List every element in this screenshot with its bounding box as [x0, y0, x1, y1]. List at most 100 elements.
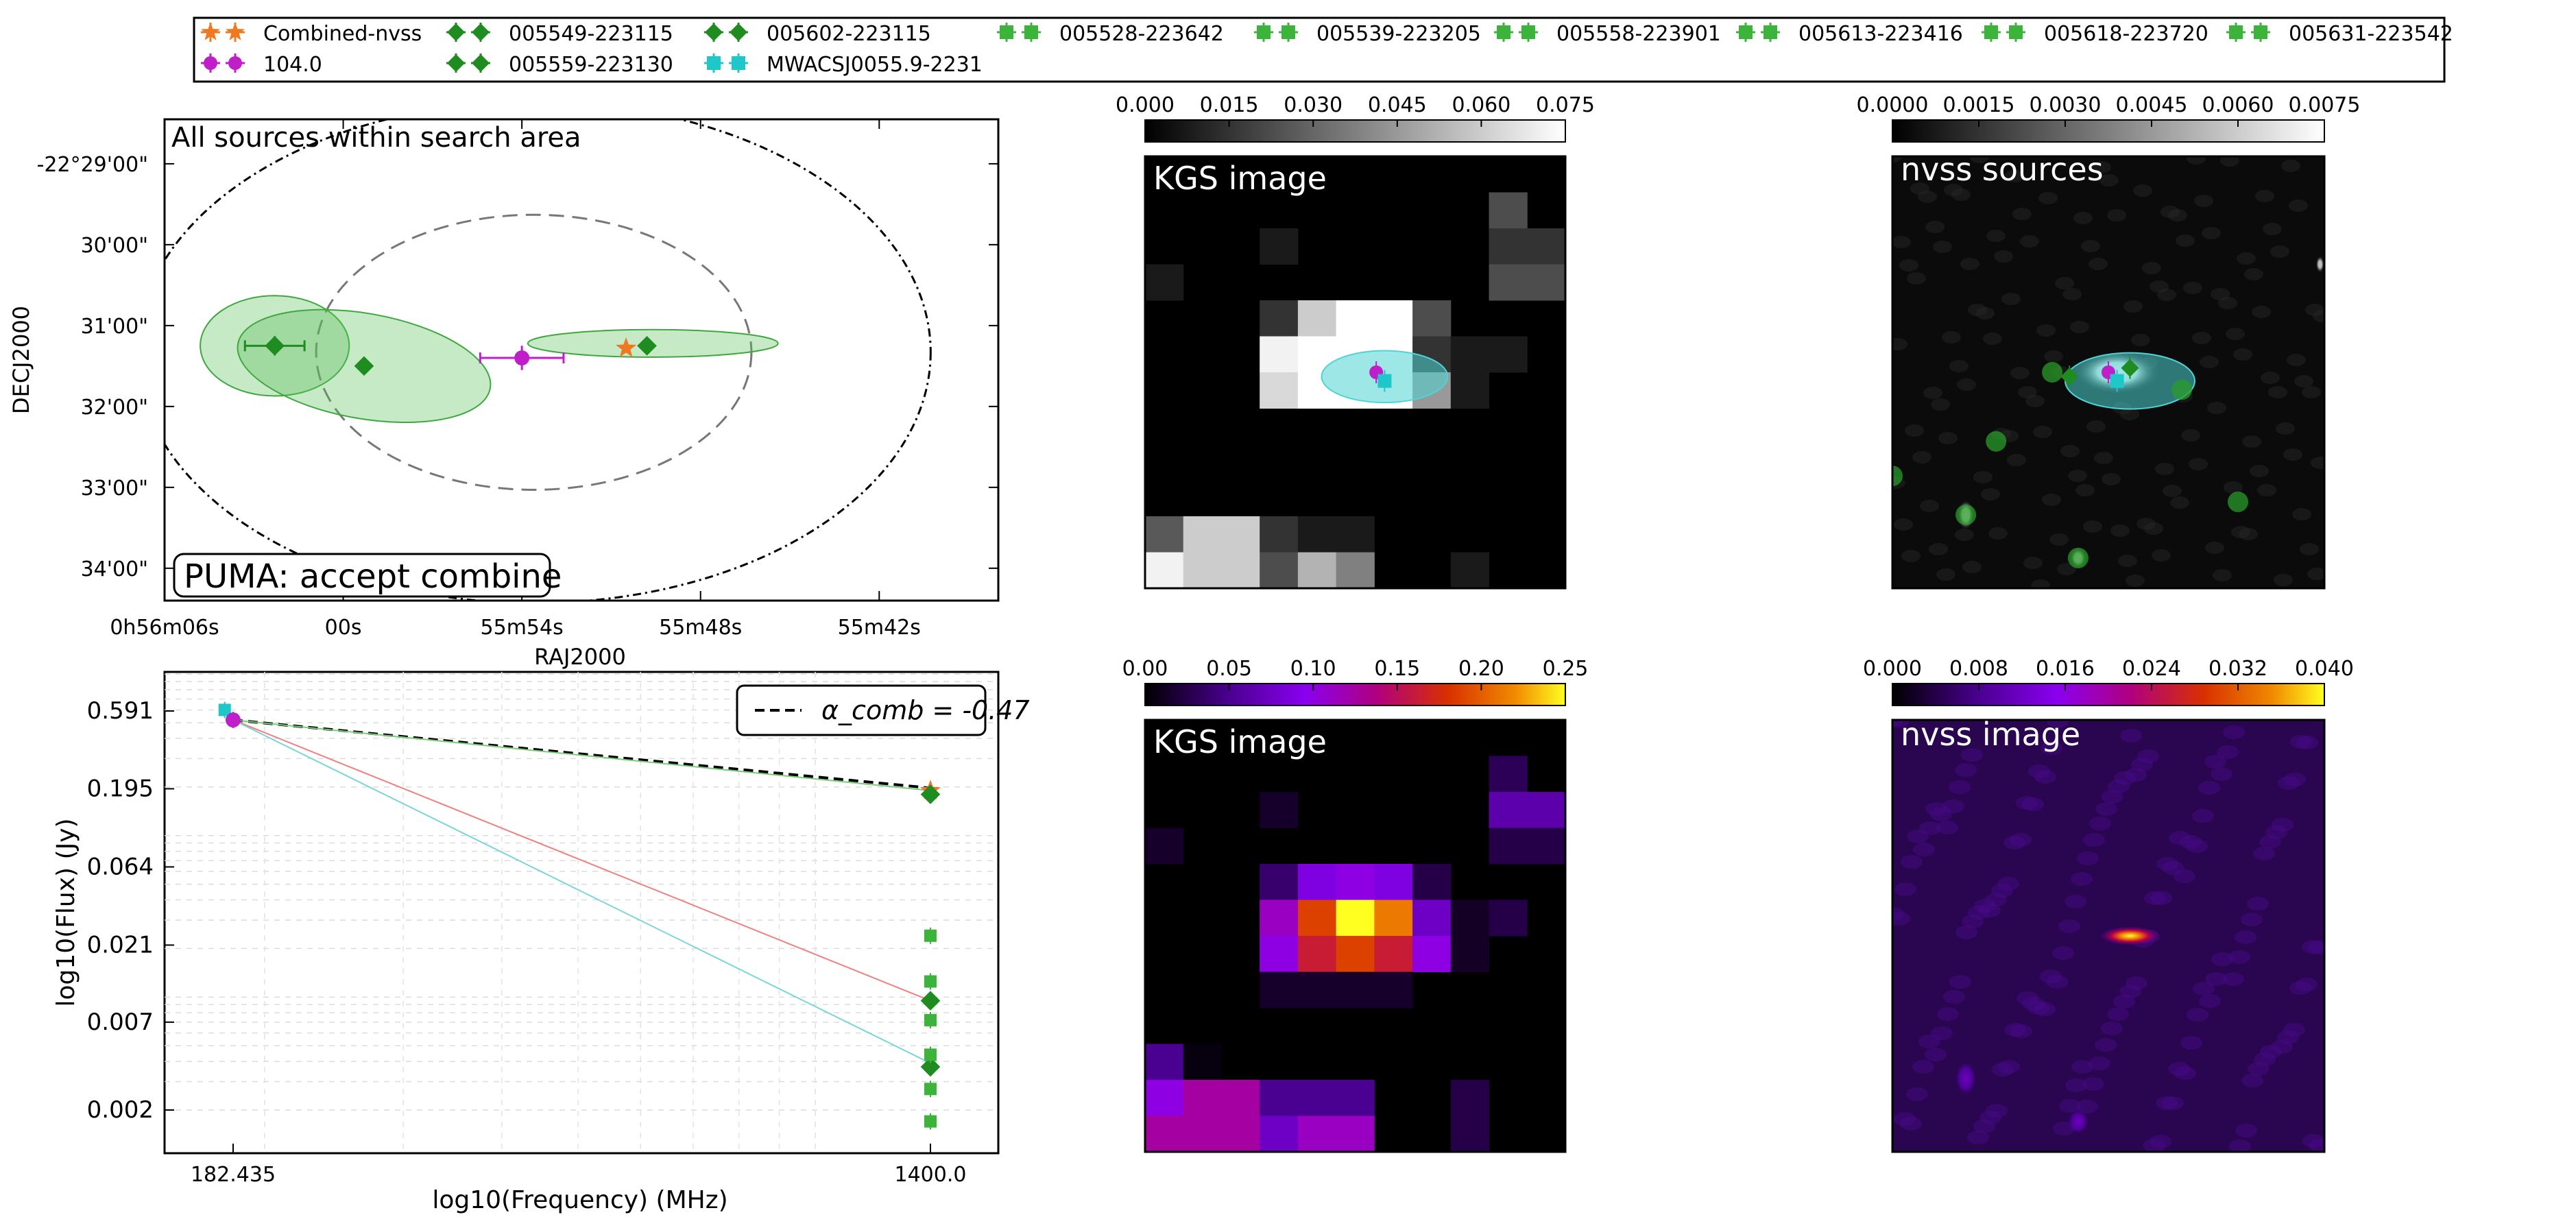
noise-speckle — [1901, 855, 1923, 869]
noise-speckle — [2046, 975, 2068, 989]
noise-speckle — [2268, 386, 2287, 398]
noise-speckle — [2057, 563, 2076, 575]
noise-speckle — [2004, 1023, 2026, 1037]
legend-entry: 005631-223542 — [2226, 22, 2453, 46]
nvss-image-image — [1892, 720, 2324, 1152]
noise-speckle — [2068, 470, 2087, 482]
image-pixel — [1260, 372, 1299, 409]
noise-speckle — [1894, 518, 1913, 531]
legend-marker-star — [201, 22, 220, 40]
legend-entry: 005618-223720 — [1982, 22, 2208, 46]
legend-entry: 005613-223416 — [1736, 22, 1963, 46]
x-tick-label: 00s — [325, 616, 362, 640]
image-pixel — [1336, 552, 1375, 588]
legend-marker-square — [732, 56, 745, 70]
colorbar-tick-label: 0.000 — [1116, 93, 1175, 117]
legend-entry: 005549-223115 — [446, 22, 673, 46]
noise-speckle — [2241, 913, 2263, 926]
y-tick-label: 0.007 — [87, 1009, 154, 1036]
noise-speckle — [1979, 904, 2001, 917]
noise-speckle — [2231, 526, 2250, 538]
noise-speckle — [1983, 333, 2002, 345]
noise-speckle — [2180, 1036, 2202, 1050]
kgs-gray-colorbar: 0.000 0.015 0.030 0.045 0.060 0.075 — [1116, 93, 1595, 143]
noise-speckle — [2192, 809, 2214, 823]
image-pixel — [1260, 936, 1299, 972]
noise-speckle — [2110, 524, 2130, 537]
noise-speckle — [2047, 720, 2069, 728]
noise-speckle — [2083, 520, 2102, 533]
noise-speckle — [2123, 300, 2143, 313]
noise-speckle — [2005, 170, 2024, 182]
noise-speckle — [2107, 1007, 2129, 1021]
noise-speckle — [2010, 1024, 2032, 1038]
noise-speckle — [2217, 745, 2239, 759]
image-blob — [2099, 926, 2160, 945]
image-pixel — [1145, 264, 1184, 301]
noise-speckle — [2027, 1001, 2049, 1015]
noise-speckle — [2077, 852, 2099, 865]
noise-speckle — [1997, 877, 2019, 891]
noise-speckle — [2162, 1096, 2184, 1110]
noise-speckle — [2016, 796, 2038, 810]
noise-speckle — [1894, 1112, 1916, 1126]
noise-speckle — [2244, 268, 2263, 280]
nvss-sources-image — [1892, 156, 2324, 588]
legend-label: 005549-223115 — [509, 22, 673, 46]
colorbar-gradient — [1144, 119, 1566, 143]
y-tick-label: 30'00" — [81, 234, 148, 258]
image-pixel — [1260, 792, 1299, 828]
noise-speckle — [2119, 985, 2141, 998]
legend-marker-diamond — [730, 23, 747, 41]
x-tick-label: 55m54s — [481, 616, 564, 640]
noise-speckle — [2133, 184, 2152, 197]
noise-speckle — [1925, 221, 1945, 233]
noise-speckle — [2152, 549, 2171, 562]
noise-speckle — [1907, 830, 1929, 843]
source-marker-circle — [514, 350, 530, 366]
noise-speckle — [2007, 454, 2026, 466]
nvss-image-panel: 0.000 0.008 0.016 0.024 0.032 0.040 nvss imag… — [1863, 657, 2354, 1153]
noise-speckle — [1937, 1007, 1959, 1021]
flux-marker-square — [924, 975, 937, 988]
sed-plot-frame — [163, 671, 1000, 1155]
noise-speckle — [2207, 402, 2226, 414]
noise-speckle — [2305, 304, 2324, 316]
sky-plot-ylabel: DECJ2000 — [8, 306, 34, 414]
image-pixel — [1145, 516, 1184, 553]
colorbar-tick-label: 0.000 — [1863, 657, 1922, 681]
image-pixel — [1336, 972, 1375, 1009]
source-marker-star — [616, 337, 637, 357]
image-pixel — [1183, 1044, 1222, 1081]
legend-entry: 104.0 — [201, 53, 322, 77]
nvss-sources-panel: 0.0000 0.0015 0.0030 0.0045 0.0060 0.0075 nvs… — [1857, 93, 2360, 590]
noise-speckle — [2169, 831, 2191, 845]
noise-speckle — [2010, 833, 2032, 847]
fit-line — [232, 719, 931, 790]
noise-speckle — [2018, 386, 2037, 398]
noise-speckle — [1925, 802, 1947, 816]
colorbar-tick-label: 0.030 — [1284, 93, 1343, 117]
noise-speckle — [2193, 982, 2215, 996]
legend-marker-diamond — [472, 23, 490, 41]
flux-marker-diamond — [920, 991, 941, 1011]
noise-speckle — [2261, 372, 2280, 384]
noise-speckle — [1899, 259, 1918, 272]
noise-speckle — [1979, 1111, 2001, 1124]
noise-speckle — [2101, 1022, 2123, 1035]
kgs-gray-title: KGS image — [1153, 160, 1327, 197]
sky-plot-frame — [163, 118, 1000, 602]
image-pixel — [1260, 300, 1299, 337]
legend: Combined-nvss 104.0 005549-223115 005559-22… — [193, 16, 2453, 83]
noise-speckle — [2277, 1030, 2299, 1044]
colorbar-tick-label: 0.032 — [2208, 657, 2267, 681]
y-tick-label: 0.021 — [87, 931, 154, 958]
noise-speckle — [2202, 227, 2221, 239]
noise-speckle — [2204, 755, 2226, 769]
noise-speckle — [2107, 209, 2126, 221]
noise-speckle — [1955, 529, 1974, 541]
noise-speckle — [2289, 981, 2311, 995]
noise-speckle — [2131, 758, 2153, 771]
overlay-dot — [1986, 431, 2007, 452]
image-pixel — [1374, 936, 1413, 972]
